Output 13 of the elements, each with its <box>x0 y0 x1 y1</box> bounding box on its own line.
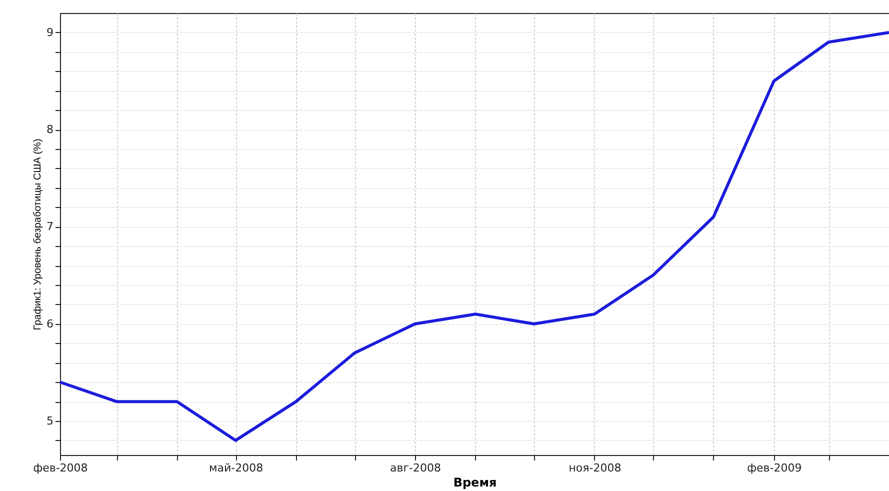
x-axis-title: Время <box>453 476 497 490</box>
y-tick-label: 8 <box>46 123 54 136</box>
x-tick-label: авг-2008 <box>390 462 441 474</box>
y-tick-label: 5 <box>46 414 54 428</box>
x-tick-label: фев-2008 <box>33 462 88 474</box>
line-series <box>58 30 889 442</box>
y-axis-title: График1: Уровень безработицы США (%) <box>32 138 44 330</box>
y-tick-label: 6 <box>46 317 54 330</box>
y-tick-label: 7 <box>46 220 54 234</box>
x-tick-label: ноя-2008 <box>568 462 622 474</box>
y-tick-label: 9 <box>46 26 54 39</box>
x-tick-label: фев-2009 <box>747 462 802 474</box>
x-tick-label: май-2008 <box>208 462 264 474</box>
